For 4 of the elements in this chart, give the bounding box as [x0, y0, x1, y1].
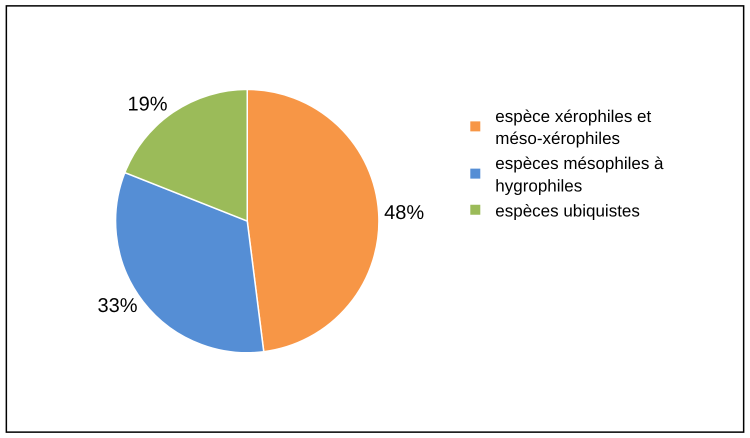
data-label: 19%	[127, 94, 168, 116]
legend-label: espèces ubiquistes	[495, 201, 640, 220]
data-label: 48%	[384, 202, 424, 224]
data-label: 33%	[97, 294, 138, 317]
